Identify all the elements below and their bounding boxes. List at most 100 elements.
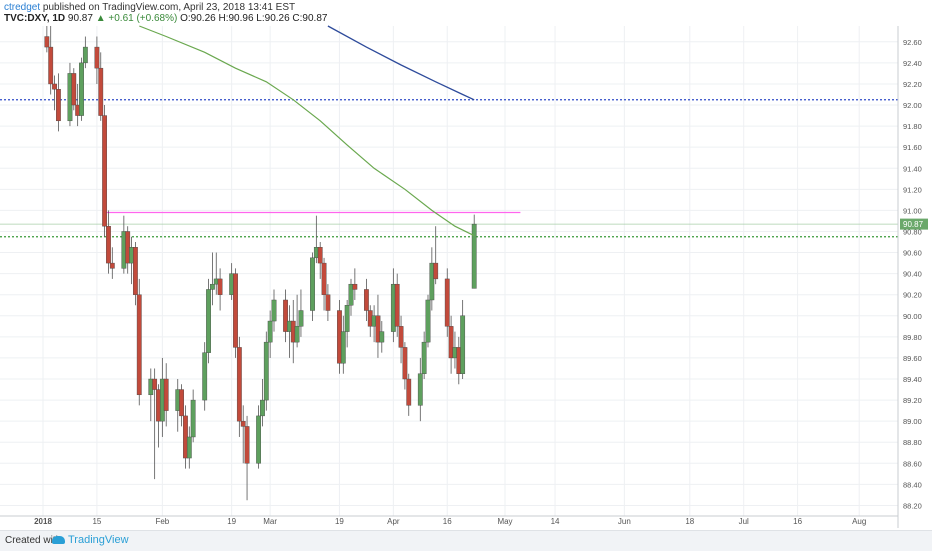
last-price-tag: 90.87 (900, 218, 928, 230)
candle-body (56, 89, 61, 122)
candle-body (321, 262, 327, 295)
candle (398, 315, 404, 364)
publisher-line: ctredget published on TradingView.com, A… (4, 2, 295, 13)
candle-body (444, 278, 450, 327)
candle (340, 315, 346, 374)
candle (106, 210, 111, 274)
last-price-tag-label: 90.87 (903, 220, 924, 229)
candle-body (71, 73, 77, 106)
candle (206, 278, 211, 364)
candle (217, 268, 223, 311)
x-tick-label: 19 (335, 517, 344, 526)
tradingview-brand: TradingView (68, 534, 129, 546)
candle (260, 379, 265, 427)
candle-body (48, 46, 54, 85)
time-axis[interactable]: 2018 15 Feb 19 Mar 19 Apr 16 May 14 Jun 18 Jul 16 Aug (34, 517, 866, 526)
y-tick-label: 92.00 (903, 101, 922, 110)
candle-body (260, 399, 265, 417)
candle (109, 247, 115, 279)
candle-body (340, 331, 346, 364)
candle-body (317, 247, 323, 264)
price-chart[interactable]: 88.20 88.40 88.60 88.80 89.00 89.20 89.40 89.60… (0, 0, 932, 530)
y-tick-label: 88.60 (903, 459, 922, 468)
candle (421, 331, 427, 380)
candle-body (406, 378, 412, 406)
candle (190, 389, 196, 443)
y-tick-label: 90.40 (903, 270, 922, 279)
horizontal-levels (0, 99, 898, 238)
symbol-name[interactable]: TVC:DXY, 1D (4, 13, 66, 24)
price-change: ▲ +0.61 (+0.68%) (95, 13, 178, 24)
candle (244, 415, 250, 501)
candle (94, 36, 100, 84)
price-axis[interactable]: 88.20 88.40 88.60 88.80 89.00 89.20 89.40 89.60… (903, 38, 922, 511)
author-link[interactable]: ctredget (4, 2, 41, 13)
candle-body (240, 420, 246, 427)
candle-body (152, 378, 158, 390)
candle-body (294, 326, 300, 343)
y-tick-label: 89.60 (903, 354, 922, 363)
candle-body (344, 305, 350, 332)
y-tick-label: 90.00 (903, 312, 922, 321)
candle (271, 289, 277, 332)
candle (44, 26, 50, 53)
candle (56, 73, 61, 132)
candle (136, 278, 142, 406)
y-tick-label: 91.20 (903, 185, 922, 194)
candle-body (402, 347, 408, 380)
candle (352, 268, 358, 300)
ma-green-line (139, 25, 475, 237)
candle-body (310, 257, 315, 311)
candle-body (267, 320, 273, 343)
candle-body (433, 262, 439, 280)
candle-body (471, 223, 477, 289)
candle-body (244, 426, 250, 464)
candle-body (283, 299, 288, 332)
symbol-legend: TVC:DXY, 1D 90.87 ▲ +0.61 (+0.68%) O:90.… (4, 13, 327, 24)
candle (406, 373, 412, 416)
candle-body (325, 294, 331, 311)
candle (267, 310, 273, 358)
candle-body (298, 310, 304, 327)
candle (148, 368, 154, 422)
candle-body (448, 326, 454, 359)
candle (448, 315, 454, 374)
candle (240, 405, 246, 464)
candle (163, 363, 169, 427)
candle-body (375, 315, 381, 343)
candle-body (136, 294, 142, 396)
candle (310, 252, 315, 322)
candle-body (109, 262, 115, 269)
candle (364, 278, 369, 322)
candle (263, 331, 269, 411)
candle-body (206, 289, 211, 353)
footer-bar: Created with TradingView (0, 530, 932, 551)
tradingview-logo[interactable]: TradingView (52, 534, 129, 546)
x-tick-label: 18 (685, 517, 694, 526)
last-price-tag-background (900, 218, 928, 230)
candle (71, 68, 77, 111)
x-tick-label: 15 (92, 517, 101, 526)
candle (256, 405, 261, 469)
candle-body (429, 262, 435, 301)
candle (375, 294, 381, 358)
candle-body (82, 46, 88, 64)
candle-body (94, 46, 100, 69)
x-tick-label: 14 (551, 517, 560, 526)
x-tick-label: Jul (739, 517, 749, 526)
y-tick-label: 92.60 (903, 38, 922, 47)
candle-body (106, 226, 111, 264)
x-tick-label: 16 (443, 517, 452, 526)
y-tick-label: 91.80 (903, 122, 922, 131)
candle (460, 299, 466, 380)
candle (79, 57, 84, 121)
candle-body (44, 36, 50, 48)
price-axis-panel[interactable] (898, 26, 932, 528)
candle-body (217, 278, 223, 295)
candle (317, 242, 323, 279)
candle (379, 321, 385, 353)
candle-body (52, 83, 57, 90)
y-tick-label: 91.60 (903, 143, 922, 152)
y-tick-label: 91.40 (903, 164, 922, 173)
candle-body (417, 373, 423, 406)
